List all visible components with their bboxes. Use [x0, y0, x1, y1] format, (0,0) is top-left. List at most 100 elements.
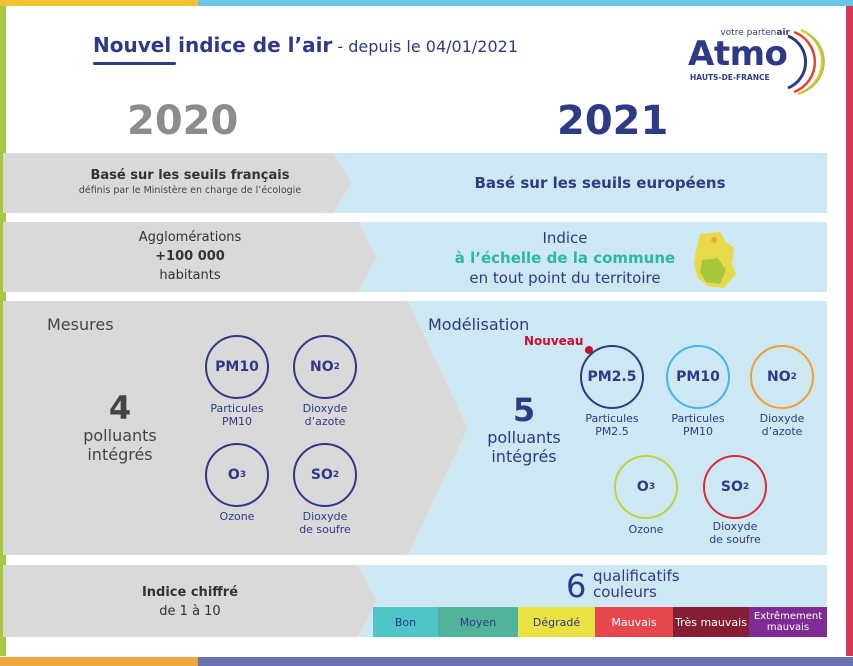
left-so2-symbol: SO — [310, 467, 333, 483]
left-no2-label1: Dioxyde — [302, 402, 348, 415]
row3-right-count-label1: polluants — [487, 428, 561, 447]
title-underline — [93, 62, 176, 65]
category-mauvais-label: Mauvais — [611, 615, 657, 629]
logo-arcs-icon — [787, 28, 825, 96]
row3-right-count-label2: intégrés — [491, 447, 557, 466]
frame-top-right-stripe — [198, 0, 853, 6]
left-pm10-label1: Particules — [210, 402, 264, 415]
row4-right-labels: qualificatifs couleurs — [593, 568, 680, 600]
category-tres-mauvais: Très mauvais — [673, 607, 749, 637]
row2-right-line2: à l’échelle de la commune — [454, 249, 676, 267]
right-pm10-label: Particules PM10 — [656, 412, 740, 438]
left-pm10-label: Particules PM10 — [195, 402, 279, 428]
row3-left-heading: Mesures — [47, 315, 114, 334]
left-pm10-circle: PM10 — [205, 335, 269, 399]
page-title-sub: - depuis le 04/01/2021 — [332, 37, 518, 56]
right-no2-circle: NO 2 — [750, 345, 814, 409]
right-pm25-symbol: PM2.5 — [587, 369, 637, 385]
row4-left-line2: de 1 à 10 — [159, 604, 221, 619]
frame-bottom-left-stripe — [0, 657, 198, 666]
row4-left-text: Indice chiffré de 1 à 10 — [90, 583, 290, 621]
category-bon-label: Bon — [394, 615, 417, 629]
category-degrade: Dégradé — [518, 607, 595, 637]
row1-left-title: Basé sur les seuils français — [90, 168, 290, 183]
row2-right-line3: en tout point du territoire — [469, 269, 661, 287]
category-moyen-label: Moyen — [459, 615, 497, 629]
logo-tag-suffix: air — [776, 28, 790, 38]
right-o3-symbol: O — [636, 479, 649, 495]
left-no2-circle: NO 2 — [293, 335, 357, 399]
left-o3-sub: 3 — [239, 470, 247, 480]
year-2020: 2020 — [127, 98, 239, 144]
category-mauvais: Mauvais — [595, 607, 673, 637]
right-so2-circle: SO 2 — [703, 455, 767, 519]
right-pm25-label2: PM2.5 — [595, 425, 629, 438]
category-extremement-mauvais: Extrêmement mauvais — [749, 607, 827, 637]
right-pm25-label1: Particules — [585, 412, 639, 425]
left-o3-symbol: O — [227, 467, 240, 483]
row4-right-label1: qualificatifs — [593, 567, 680, 585]
row2-left-text: Agglomérations +100 000 habitants — [80, 228, 300, 285]
row3-left-count-label1: polluants — [83, 426, 157, 445]
right-so2-sub: 2 — [742, 482, 750, 492]
frame-bottom-right-stripe — [198, 657, 853, 666]
atmo-logo: votre partenair Atmo HAUTS-DE-FRANCE — [688, 28, 826, 100]
left-so2-label: Dioxyde de soufre — [283, 510, 367, 536]
region-map-icon — [694, 232, 736, 288]
right-pm25-circle: PM2.5 — [580, 345, 644, 409]
row3-right-heading: Modélisation — [428, 315, 530, 334]
left-pm10-label2: PM10 — [221, 415, 253, 428]
row3-left-count-label2: intégrés — [87, 445, 153, 464]
right-pm25-label: Particules PM2.5 — [570, 412, 654, 438]
category-degrade-label: Dégradé — [532, 615, 581, 629]
row2-right-line1: Indice — [542, 229, 588, 247]
frame-right-stripe — [846, 6, 853, 656]
row1-right-text: Basé sur les seuils européens — [474, 174, 726, 192]
new-badge-dot — [585, 346, 593, 354]
right-pm10-circle: PM10 — [666, 345, 730, 409]
row3-right-count: 5 — [512, 391, 536, 429]
right-no2-symbol: NO — [767, 369, 791, 385]
row4-right-label2: couleurs — [593, 583, 657, 601]
category-extremement-mauvais-label: Extrêmement mauvais — [753, 611, 823, 633]
row4-left-line1: Indice chiffré — [141, 585, 239, 600]
row3-left-count: 4 — [108, 389, 132, 427]
left-no2-label2: d’azote — [304, 415, 346, 428]
left-o3-label: Ozone — [195, 510, 279, 523]
left-no2-symbol: NO — [310, 359, 334, 375]
left-so2-circle: SO 2 — [293, 443, 357, 507]
left-so2-label2: de soufre — [299, 523, 351, 536]
row1-left-text: Basé sur les seuils français définis par… — [60, 168, 320, 196]
right-so2-label: Dioxyde de soufre — [693, 520, 777, 546]
right-o3-label: Ozone — [604, 523, 688, 536]
right-o3-sub: 3 — [648, 482, 656, 492]
page-title: Nouvel indice de l’air - depuis le 04/01… — [93, 33, 518, 57]
right-so2-symbol: SO — [720, 479, 743, 495]
right-pm10-label1: Particules — [671, 412, 725, 425]
right-no2-label: Dioxyde d’azote — [740, 412, 824, 438]
left-no2-label: Dioxyde d’azote — [283, 402, 367, 428]
new-badge: Nouveau — [524, 334, 584, 348]
right-no2-label1: Dioxyde — [759, 412, 805, 425]
page-title-main: Nouvel indice de l’air — [93, 33, 333, 57]
logo-region: HAUTS-DE-FRANCE — [690, 73, 770, 82]
row4-right-count: 6 — [566, 567, 587, 605]
left-o3-label1: Ozone — [219, 510, 255, 523]
right-pm10-symbol: PM10 — [676, 369, 720, 385]
left-no2-sub: 2 — [333, 362, 340, 372]
logo-tag-prefix: votre parten — [720, 28, 777, 38]
right-so2-label2: de soufre — [709, 533, 761, 546]
category-moyen: Moyen — [438, 607, 518, 637]
row3-left-count-block: 4 polluants intégrés — [70, 390, 170, 464]
year-2021: 2021 — [557, 98, 669, 144]
logo-wordmark: Atmo — [688, 34, 788, 74]
frame-top-left-stripe — [0, 0, 198, 6]
right-no2-sub: 2 — [790, 372, 797, 382]
row2-right-text: Indice à l’échelle de la commune en tout… — [410, 228, 720, 288]
row2-left-line3: habitants — [159, 268, 221, 283]
category-tres-mauvais-label: Très mauvais — [675, 615, 747, 629]
right-no2-label2: d’azote — [761, 425, 803, 438]
